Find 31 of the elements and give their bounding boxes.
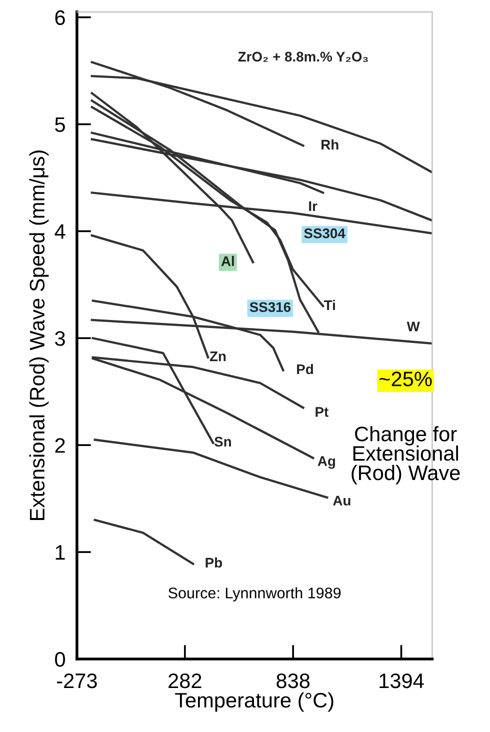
annotation: Zn <box>210 352 226 362</box>
annotation: Change for Extensional (Rod) Wave <box>352 426 460 484</box>
y-tick-label: 1 <box>56 545 65 560</box>
y-tick-label: 0 <box>55 652 66 667</box>
x-tick-label: -273 <box>57 673 97 688</box>
x-tick-label: 1394 <box>380 673 424 688</box>
y-axis-title: Extensional (Rod) Wave Speed (mm/μs) <box>29 150 49 520</box>
annotation: ~25% <box>380 372 432 386</box>
x-tick-label: 282 <box>168 673 202 688</box>
y-tick-label: 5 <box>55 117 65 132</box>
x-tick-label: 838 <box>276 673 310 688</box>
annotation: ZrO₂ + 8.8m.% Y₂O₃ <box>238 52 368 62</box>
annotation: Al <box>221 256 234 266</box>
y-tick-label: 6 <box>55 10 65 26</box>
annotation: Pt <box>316 407 328 417</box>
y-tick-label: 2 <box>55 438 65 453</box>
annotation: SS316 <box>250 302 291 312</box>
annotation: W <box>406 322 420 332</box>
annotation: Ti <box>324 300 335 310</box>
annotation: Source: Lynnnworth 1989 <box>168 587 341 602</box>
y-tick-label: 3 <box>55 331 65 346</box>
annotation: Pb <box>206 557 222 568</box>
annotation: SS304 <box>304 228 346 238</box>
y-tick-label: 4 <box>54 224 66 239</box>
annotation: Rh <box>322 139 338 150</box>
annotation: Pd <box>297 364 313 374</box>
annotation: Ir <box>309 201 318 211</box>
annotation: Sn <box>214 436 231 447</box>
annotation: Ag <box>318 456 335 469</box>
annotation: Au <box>333 496 350 506</box>
x-axis-title: Temperature (°C) <box>175 692 334 712</box>
